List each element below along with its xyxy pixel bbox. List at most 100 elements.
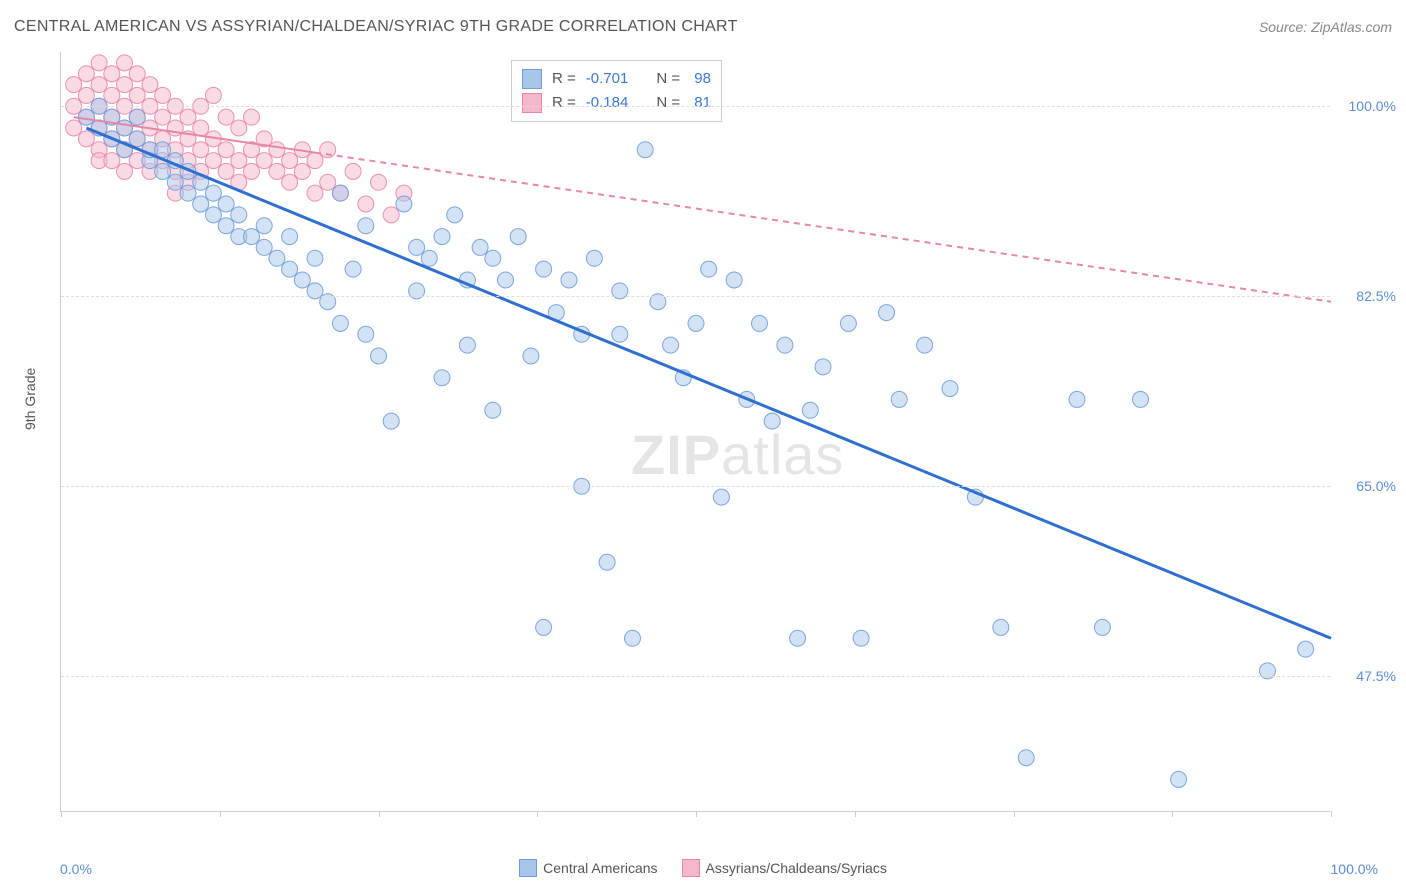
data-point-pink — [104, 66, 120, 82]
stats-N-value-blue: 98 — [690, 67, 711, 91]
data-point-pink — [155, 109, 171, 125]
data-point-pink — [104, 153, 120, 169]
source-attribution: Source: ZipAtlas.com — [1259, 19, 1392, 35]
y-tick-label: 47.5% — [1356, 668, 1396, 684]
data-point-blue — [244, 229, 260, 245]
data-point-blue — [78, 109, 94, 125]
data-point-pink — [269, 142, 285, 158]
data-point-blue — [1171, 771, 1187, 787]
data-point-blue — [155, 142, 171, 158]
data-point-pink — [78, 87, 94, 103]
data-point-blue — [802, 402, 818, 418]
data-point-blue — [612, 326, 628, 342]
swatch-blue — [519, 859, 537, 877]
gridline-h — [61, 106, 1330, 107]
data-point-blue — [713, 489, 729, 505]
data-point-blue — [269, 250, 285, 266]
data-point-blue — [1018, 750, 1034, 766]
x-tick — [855, 811, 856, 817]
data-point-blue — [510, 229, 526, 245]
data-point-blue — [1298, 641, 1314, 657]
data-point-blue — [485, 250, 501, 266]
chart-title: CENTRAL AMERICAN VS ASSYRIAN/CHALDEAN/SY… — [14, 18, 738, 36]
data-point-blue — [472, 239, 488, 255]
data-point-blue — [688, 315, 704, 331]
data-point-blue — [752, 315, 768, 331]
data-point-pink — [218, 109, 234, 125]
data-point-blue — [434, 229, 450, 245]
stats-legend-box: R =-0.701N = 98R =-0.184N = 81 — [511, 60, 722, 122]
data-point-pink — [66, 120, 82, 136]
data-point-blue — [129, 131, 145, 147]
gridline-h — [61, 486, 1330, 487]
data-point-pink — [66, 77, 82, 93]
data-point-blue — [358, 218, 374, 234]
data-point-pink — [193, 120, 209, 136]
swatch-pink — [682, 859, 700, 877]
chart-svg — [61, 52, 1330, 811]
bottom-legend: Central Americans Assyrians/Chaldeans/Sy… — [0, 859, 1406, 877]
data-point-blue — [599, 554, 615, 570]
data-point-pink — [180, 109, 196, 125]
data-point-blue — [231, 207, 247, 223]
data-point-blue — [459, 337, 475, 353]
data-point-blue — [332, 315, 348, 331]
data-point-pink — [142, 77, 158, 93]
data-point-blue — [942, 381, 958, 397]
data-point-pink — [129, 87, 145, 103]
stats-R-value-blue: -0.701 — [586, 67, 629, 91]
data-point-pink — [256, 153, 272, 169]
data-point-pink — [205, 153, 221, 169]
x-tick — [537, 811, 538, 817]
data-point-blue — [498, 272, 514, 288]
data-point-blue — [167, 174, 183, 190]
data-point-blue — [586, 250, 602, 266]
plot-area: ZIPatlas R =-0.701N = 98R =-0.184N = 81 — [60, 52, 1330, 812]
data-point-blue — [536, 619, 552, 635]
data-point-blue — [523, 348, 539, 364]
legend-label-blue: Central Americans — [543, 860, 657, 876]
data-point-blue — [790, 630, 806, 646]
data-point-pink — [282, 153, 298, 169]
stats-N-value-pink: 81 — [690, 91, 711, 115]
data-point-blue — [129, 109, 145, 125]
data-point-pink — [193, 142, 209, 158]
y-tick-label: 65.0% — [1356, 478, 1396, 494]
stats-R-label: R = — [552, 67, 576, 91]
data-point-blue — [218, 218, 234, 234]
data-point-pink — [117, 77, 133, 93]
data-point-blue — [701, 261, 717, 277]
x-tick — [1014, 811, 1015, 817]
gridline-h — [61, 676, 1330, 677]
data-point-pink — [383, 207, 399, 223]
data-point-blue — [625, 630, 641, 646]
data-point-pink — [358, 196, 374, 212]
data-point-pink — [345, 163, 361, 179]
data-point-blue — [561, 272, 577, 288]
data-point-blue — [637, 142, 653, 158]
stats-N-label: N = — [656, 91, 680, 115]
data-point-blue — [434, 370, 450, 386]
data-point-blue — [917, 337, 933, 353]
data-point-pink — [282, 174, 298, 190]
data-point-blue — [256, 218, 272, 234]
x-tick — [696, 811, 697, 817]
data-point-blue — [396, 196, 412, 212]
data-point-blue — [383, 413, 399, 429]
x-tick — [61, 811, 62, 817]
data-point-pink — [218, 163, 234, 179]
data-point-blue — [117, 120, 133, 136]
data-point-blue — [840, 315, 856, 331]
data-point-blue — [993, 619, 1009, 635]
data-point-blue — [1069, 391, 1085, 407]
data-point-pink — [371, 174, 387, 190]
data-point-blue — [663, 337, 679, 353]
stats-R-value-pink: -0.184 — [586, 91, 629, 115]
data-point-blue — [891, 391, 907, 407]
data-point-blue — [282, 229, 298, 245]
data-point-pink — [307, 153, 323, 169]
data-point-blue — [409, 239, 425, 255]
gridline-h — [61, 296, 1330, 297]
y-tick-label: 100.0% — [1349, 98, 1396, 114]
x-tick — [379, 811, 380, 817]
